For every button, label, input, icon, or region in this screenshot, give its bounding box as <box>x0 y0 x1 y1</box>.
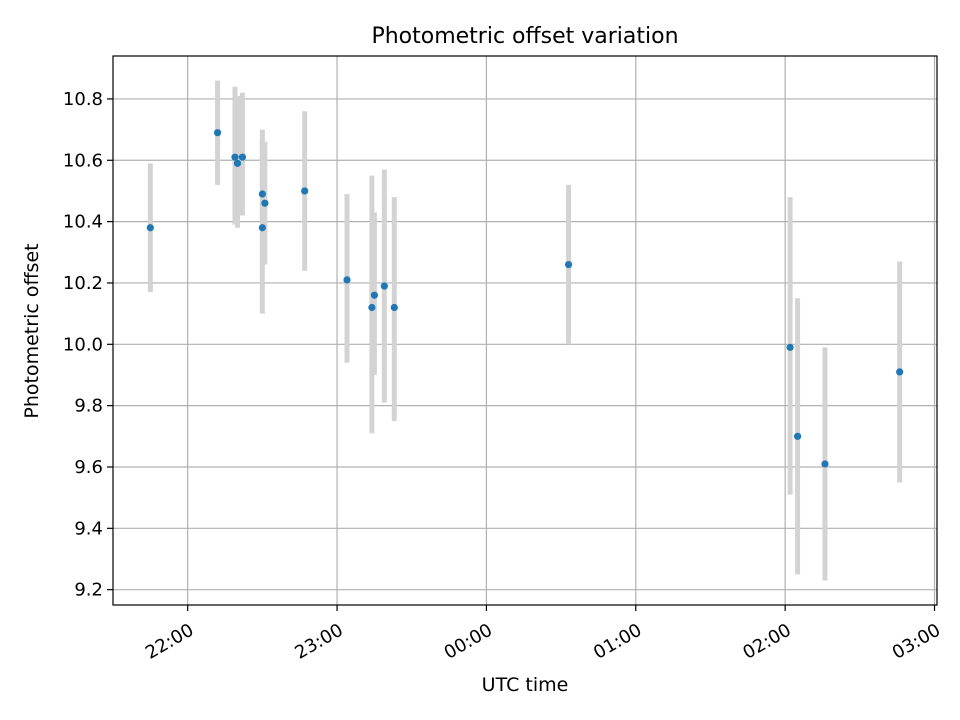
data-point <box>380 282 388 290</box>
data-point <box>786 343 794 351</box>
data-point <box>213 129 222 137</box>
data-point <box>258 190 266 198</box>
y-tick-label: 9.8 <box>74 396 103 417</box>
y-tick-label: 10.0 <box>63 334 103 355</box>
plot-frame <box>112 55 938 606</box>
data-point <box>238 153 247 161</box>
data-points <box>146 129 904 468</box>
data-point <box>261 199 269 207</box>
data-point <box>390 303 398 312</box>
data-point <box>343 276 351 284</box>
data-point <box>301 187 309 195</box>
y-axis-ticks: 9.2 9.4 9.6 9.8 10.0 10.2 10.4 10.6 10.8 <box>63 89 113 601</box>
grid-lines <box>113 56 937 605</box>
y-tick-label: 10.2 <box>63 273 103 294</box>
data-point <box>793 432 802 440</box>
y-tick-label: 9.4 <box>74 518 103 539</box>
y-tick-label: 9.6 <box>74 457 103 478</box>
data-point <box>370 291 378 299</box>
y-axis-label: Photometric offset <box>21 243 43 418</box>
data-point <box>258 224 266 232</box>
y-tick-label: 10.6 <box>63 150 103 171</box>
y-tick-label: 10.4 <box>63 212 103 233</box>
y-tick-label: 9.2 <box>74 580 103 601</box>
data-point <box>368 303 376 312</box>
chart-title: Photometric offset variation <box>371 24 678 49</box>
y-tick-label: 10.8 <box>63 89 103 110</box>
data-point <box>233 159 242 167</box>
data-point <box>564 260 573 269</box>
data-point <box>146 224 154 232</box>
x-axis-label: UTC time <box>482 674 569 696</box>
data-point <box>896 368 904 376</box>
data-point <box>231 153 239 161</box>
data-point <box>821 460 829 468</box>
